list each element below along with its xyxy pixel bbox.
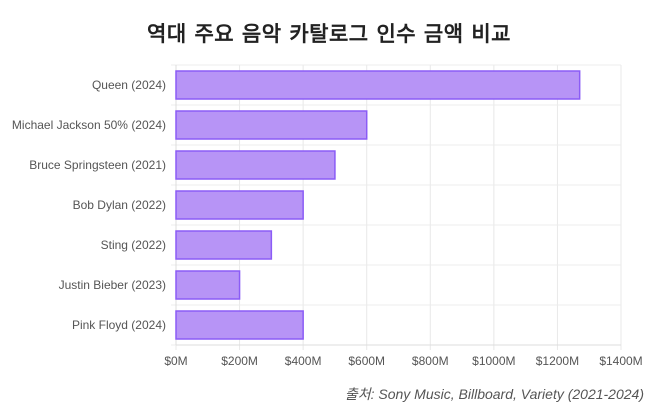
y-tick-label: Queen (2024) xyxy=(92,78,166,92)
bar-4 xyxy=(175,230,273,260)
bar-1 xyxy=(175,110,368,140)
bar-6 xyxy=(175,310,304,340)
y-tick-label: Sting (2022) xyxy=(101,238,166,252)
x-tick-label: $200M xyxy=(221,354,258,368)
source-note: 출처: Sony Music, Billboard, Variety (2021… xyxy=(344,386,644,402)
x-tick-label: $0M xyxy=(164,354,187,368)
y-tick-label: Pink Floyd (2024) xyxy=(72,318,166,332)
bar-2 xyxy=(175,150,336,180)
y-tick-label: Justin Bieber (2023) xyxy=(59,278,166,292)
y-tick-label: Bob Dylan (2022) xyxy=(73,198,166,212)
x-tick-label: $1000M xyxy=(472,354,515,368)
bar-5 xyxy=(175,270,241,300)
x-tick-label: $800M xyxy=(412,354,449,368)
bar-3 xyxy=(175,190,304,220)
y-tick-label: Bruce Springsteen (2021) xyxy=(29,158,166,172)
chart-title: 역대 주요 음악 카탈로그 인수 금액 비교 xyxy=(147,22,511,46)
x-tick-label: $400M xyxy=(285,354,322,368)
bar-0 xyxy=(175,70,581,100)
x-tick-label: $1400M xyxy=(599,354,642,368)
x-tick-label: $600M xyxy=(348,354,385,368)
x-tick-label: $1200M xyxy=(536,354,579,368)
y-tick-label: Michael Jackson 50% (2024) xyxy=(12,118,166,132)
